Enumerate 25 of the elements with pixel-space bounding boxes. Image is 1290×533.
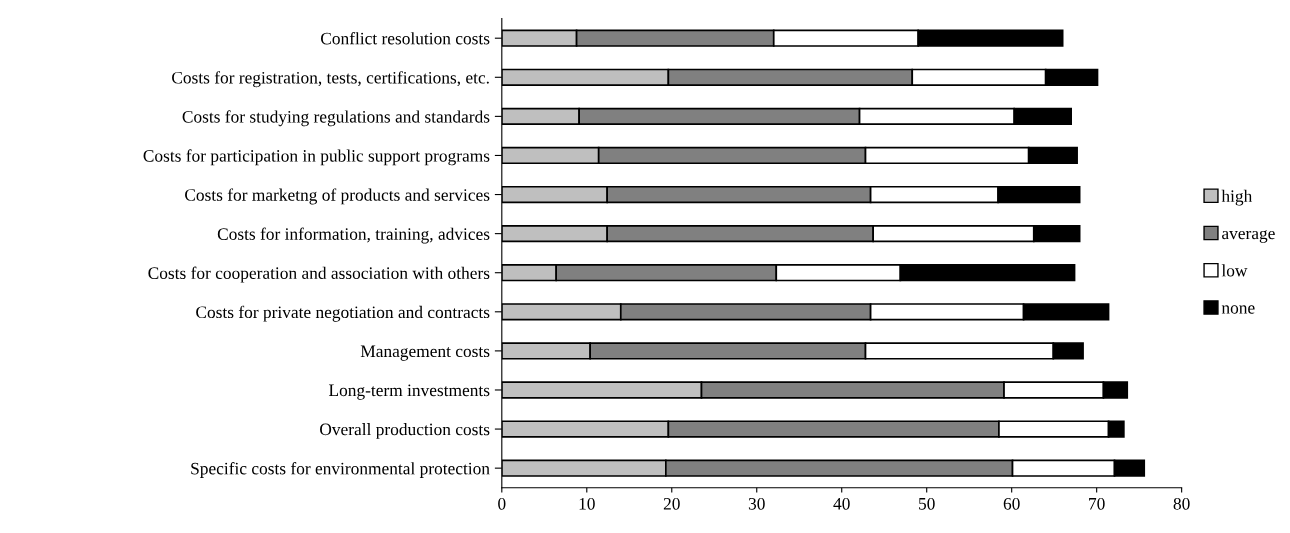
x-tick-label: 10 — [579, 497, 595, 510]
y-tick-label: Costs for information, training, advices — [217, 227, 490, 244]
y-tick-label: Costs for participation in public support programs — [143, 149, 490, 166]
x-tick-label: 70 — [1089, 497, 1105, 510]
x-tick-label: 30 — [748, 497, 765, 510]
x-tick-label: 50 — [919, 497, 935, 510]
y-tick-label: Long-term investments — [328, 384, 490, 400]
y-tick-label: Costs for private negotiation and contracts — [196, 305, 490, 322]
x-tick-label: 80 — [1173, 497, 1190, 510]
y-tick-label: Costs for studying regulations and standards — [182, 110, 490, 127]
x-tick-label: 0 — [498, 497, 506, 510]
x-tick-label: 60 — [1003, 497, 1020, 510]
legend-label: none — [1221, 305, 1255, 314]
y-tick-label: Costs for cooperation and association with others — [148, 266, 490, 283]
y-tick-label: Costs for marketng of products and services — [185, 188, 490, 205]
x-tick-label: 20 — [663, 497, 680, 510]
legend-label: average — [1222, 230, 1275, 243]
legend-label: low — [1221, 264, 1248, 277]
x-tick-label: 40 — [833, 497, 850, 510]
y-tick-label: Conflict resolution costs — [320, 32, 490, 45]
y-tick-label: Overall production costs — [320, 423, 490, 439]
y-tick-label: Management costs — [360, 345, 490, 361]
legend-label: high — [1221, 189, 1253, 206]
y-tick-label: Costs for registration, tests, certifications, etc. — [172, 71, 489, 88]
y-tick-label: Specific costs for environmental protection — [191, 462, 490, 478]
